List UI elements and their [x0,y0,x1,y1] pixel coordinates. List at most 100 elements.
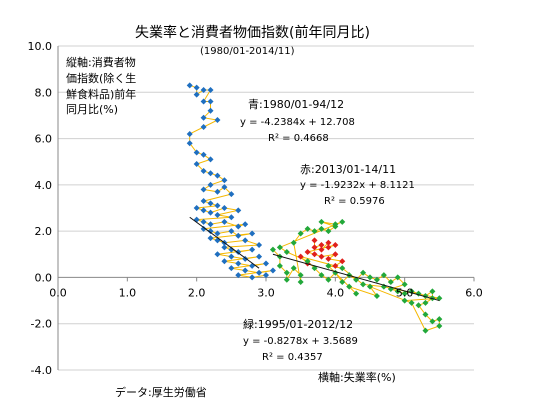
green-point [283,269,290,276]
chart-title: 失業率と消費者物価指数(前年同月比) [135,25,370,41]
red-point [332,242,339,249]
trend-lines [189,216,440,302]
green-point [318,272,325,279]
red-point [332,262,339,269]
blue-point [207,235,214,242]
blue-point [256,253,263,260]
blue-point [214,172,221,179]
y-tick-label: 0.0 [35,271,53,284]
blue-point [200,124,207,130]
blue-point [249,262,256,269]
blue-point [200,225,207,232]
green-point [276,244,283,251]
y-tick-labels: 10.0 8.0 6.0 4.0 2.0 0.0 -2.0 -4.0 [28,40,53,377]
green-point [304,258,311,265]
green-point [408,299,415,306]
red-point [339,258,346,265]
green-point [332,221,339,228]
blue-point [242,237,249,244]
green-point [297,230,304,237]
green-trendline [272,253,440,302]
data-source: データ:厚生労働省 [115,386,207,399]
blue-point [214,117,221,124]
blue-point [200,186,207,193]
green-point [436,316,443,323]
blue-point [242,267,249,274]
y-tick-label: 2.0 [35,225,53,238]
red-point [311,251,318,258]
blue-point [200,207,207,214]
blue-point [228,214,235,221]
blue-point [207,107,214,114]
y-axis-label-line: 同月比(%) [66,103,119,117]
blue-point [193,205,200,211]
green-point [339,265,346,272]
green-point [394,274,401,281]
green-point [304,225,311,232]
red-series-r2: R² = 0.5976 [324,196,385,207]
x-tick-label: 4.0 [327,286,345,299]
red-point [304,248,311,255]
blue-point [221,244,228,251]
blue-point [200,218,207,225]
green-series-label: 緑:1995/01-2012/12 [243,318,354,331]
blue-point [193,149,200,156]
green-point [360,269,367,276]
blue-point [235,260,242,267]
blue-point [207,86,214,93]
data-points [186,82,443,334]
x-tick-labels: 0.0 1.0 2.0 3.0 4.0 5.0 6.0 [49,286,483,299]
y-gridlines [58,45,474,371]
blue-point [193,216,200,223]
y-tick-label: 6.0 [35,133,53,146]
green-point [387,279,394,286]
green-point [401,281,408,288]
blue-point [193,161,200,168]
blue-point [242,255,249,262]
blue-point [235,207,242,214]
green-point [311,228,318,235]
green-point [325,262,332,269]
red-point [311,244,318,251]
green-series-r2: R² = 0.4357 [262,352,323,363]
y-axis-label-line: 鮮食料品)前年 [66,87,137,101]
connector-path [272,221,440,332]
green-point [276,262,283,269]
blue-point [221,184,228,191]
blue-point [200,151,207,158]
blue-point [207,156,214,163]
blue-point [207,209,214,216]
blue-point [263,272,269,279]
green-point [339,218,346,225]
x-tick-label: 2.0 [188,286,206,299]
x-tick-label: 3.0 [257,286,275,299]
red-point [325,244,332,251]
green-point [283,248,290,255]
red-point [318,246,325,253]
blue-series-equation: y = -4.2384x + 12.708 [240,117,355,128]
green-point [422,327,429,334]
red-series-equation: y = -1.9232x + 8.1121 [300,180,415,191]
green-point [367,274,373,281]
red-point [325,239,332,246]
blue-point [256,269,263,276]
blue-point [221,218,228,225]
green-point [422,299,429,306]
blue-point [235,223,242,230]
blue-point [193,91,200,98]
blue-point [228,253,235,260]
green-series-equation: y = -0.8278x + 3.5689 [243,336,358,347]
green-point [318,218,325,225]
blue-point [214,230,221,237]
green-point [353,290,360,297]
green-point [346,283,353,290]
red-series-label: 赤:2013/01-14/11 [300,163,397,176]
x-tick-label: 0.0 [49,286,67,299]
blue-point [200,114,207,121]
x-tick-label: 6.0 [465,286,483,299]
blue-point [207,221,214,228]
x-axis-label: 横軸:失業率(%) [318,371,396,384]
red-point [332,251,339,258]
y-axis-label: 縦軸:消費者物 価指数(除く生 鮮食料品)前年 同月比(%) [66,56,136,117]
